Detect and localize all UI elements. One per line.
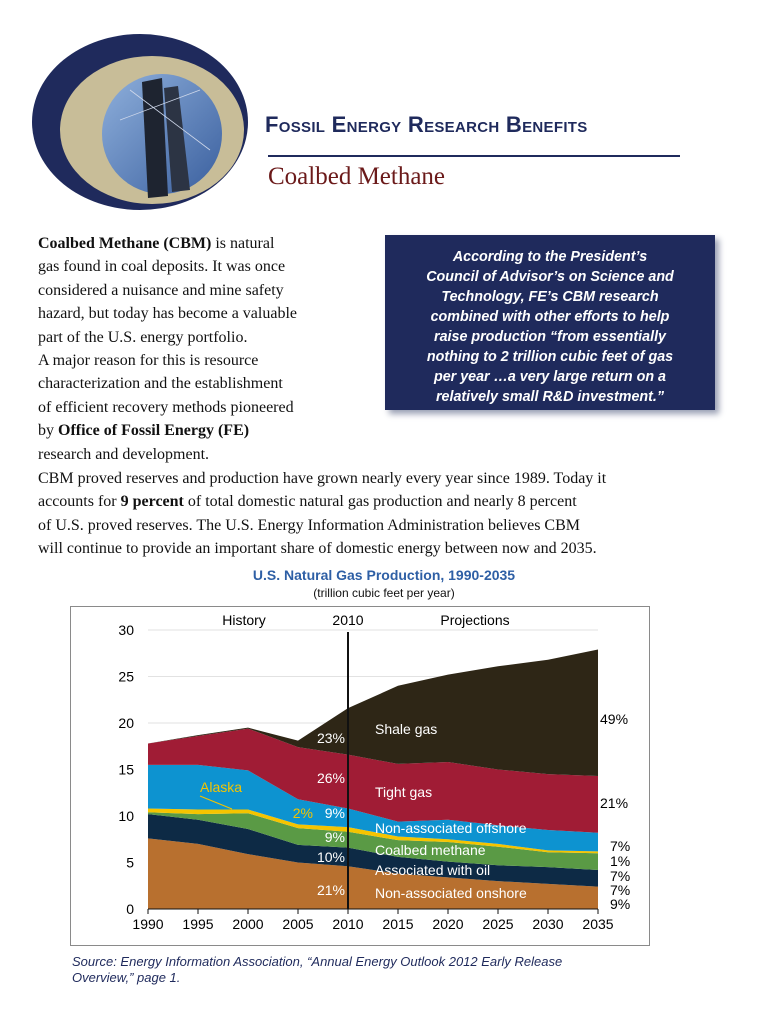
series-label-coalbed: Coalbed methane [375, 842, 486, 858]
share-2035-alaska: 1% [610, 853, 630, 869]
intro-line: hazard, but today has become a valuable [38, 305, 297, 323]
share-2010-onshore: 21% [317, 882, 345, 898]
area-associated-with-oil [148, 814, 598, 887]
header-divider [268, 155, 680, 157]
share-2035-onshore: 9% [610, 896, 630, 912]
body-line: will continue to provide an important sh… [38, 540, 597, 558]
x-tick-label: 2020 [432, 916, 463, 932]
share-2035-oil: 7% [610, 882, 630, 898]
x-tick-label: 2030 [532, 916, 563, 932]
quote-line: Technology, FE’s CBM research [441, 289, 659, 305]
area-tight-gas [148, 728, 598, 833]
header-subtitle: Coalbed Methane [268, 163, 446, 190]
source-line: Overview,” page 1. [72, 970, 181, 985]
x-tick-label: 2025 [482, 916, 513, 932]
share-2010-coalbed: 9% [325, 829, 345, 845]
y-tick-label: 30 [118, 622, 134, 638]
intro-line: gas found in coal deposits. It was once [38, 258, 286, 276]
y-tick-label: 0 [126, 901, 134, 917]
intro-line: of efficient recovery methods pioneered [38, 398, 294, 416]
x-tick-label: 2005 [282, 916, 313, 932]
source-line: Source: Energy Information Association, … [72, 954, 563, 969]
series-label-tight: Tight gas [375, 784, 432, 800]
share-2010-tight: 26% [317, 770, 345, 786]
intro-line: by Office of Fossil Energy (FE) [38, 422, 250, 440]
intro-line: considered a nuisance and mine safety [38, 281, 284, 299]
projections-label: Projections [440, 612, 509, 628]
intro-line: part of the U.S. energy portfolio. [38, 328, 248, 346]
body-line: of U.S. proved reserves. The U.S. Energy… [38, 516, 580, 534]
quote-line: raise production “from essentially [434, 329, 666, 345]
series-label-offshore: Non-associated offshore [375, 820, 527, 836]
y-tick-label: 15 [118, 762, 134, 778]
share-2035-tight: 21% [600, 795, 628, 811]
quote-line: According to the President’s [452, 249, 648, 265]
intro-paragraph: Coalbed Methane (CBM) is natural gas fou… [38, 232, 297, 466]
divider-year-label: 2010 [332, 612, 363, 628]
share-2010-oil: 10% [317, 849, 345, 865]
x-tick-label: 2010 [332, 916, 363, 932]
history-label: History [222, 612, 266, 628]
body-line: CBM proved reserves and production have … [38, 470, 607, 487]
x-tick-label: 1995 [182, 916, 213, 932]
y-tick-label: 10 [118, 808, 134, 824]
intro-line: A major reason for this is resource [38, 352, 259, 370]
series-label-shale: Shale gas [375, 721, 437, 737]
y-tick-label: 25 [118, 669, 134, 685]
area-alaska [148, 808, 598, 854]
share-2010-offshore: 9% [325, 805, 345, 821]
series-label-alaska: Alaska [200, 779, 242, 795]
chart-title: U.S. Natural Gas Production, 1990-2035 [252, 567, 516, 583]
body-paragraph: CBM proved reserves and production have … [38, 467, 606, 561]
share-2035-shale: 49% [600, 711, 628, 727]
intro-line: research and development. [38, 445, 210, 463]
series-label-onshore: Non-associated onshore [375, 885, 527, 901]
x-tick-label: 2000 [232, 916, 263, 932]
share-2010-alaska: 2% [293, 805, 313, 821]
quote-box: According to the President’s Council of … [385, 235, 715, 410]
share-2010-shale: 23% [317, 730, 345, 746]
share-2035-coalbed: 7% [610, 868, 630, 884]
intro-line: characterization and the establishment [38, 375, 283, 393]
quote-line: per year …a very large return on a [433, 369, 667, 385]
area-coalbed-methane [148, 812, 598, 870]
x-tick-label: 2035 [582, 916, 613, 932]
intro-line: Coalbed Methane (CBM) is natural [38, 235, 275, 252]
logo [32, 34, 248, 210]
series-label-oil: Associated with oil [375, 862, 490, 878]
quote-line: nothing to 2 trillion cubic feet of gas [426, 349, 674, 365]
alaska-pointer [199, 795, 233, 810]
x-tick-label: 2015 [382, 916, 413, 932]
y-tick-label: 5 [126, 855, 134, 871]
area-shale-gas [148, 649, 598, 777]
body-line: accounts for 9 percent of total domestic… [38, 493, 577, 511]
chart-source: Source: Energy Information Association, … [72, 954, 672, 986]
chart-subtitle: (trillion cubic feet per year) [313, 586, 455, 600]
share-2035-offshore: 7% [610, 838, 630, 854]
x-tick-label: 1990 [132, 916, 163, 932]
quote-line: combined with other efforts to help [430, 309, 670, 325]
header-title: Fossil Energy Research Benefits [265, 112, 588, 137]
area-non-associated-onshore [148, 838, 598, 909]
quote-line: relatively small R&D investment.” [435, 389, 665, 405]
area-non-associated-offshore [148, 764, 598, 852]
quote-line: Council of Advisor’s on Science and [426, 269, 674, 285]
y-tick-label: 20 [118, 715, 134, 731]
